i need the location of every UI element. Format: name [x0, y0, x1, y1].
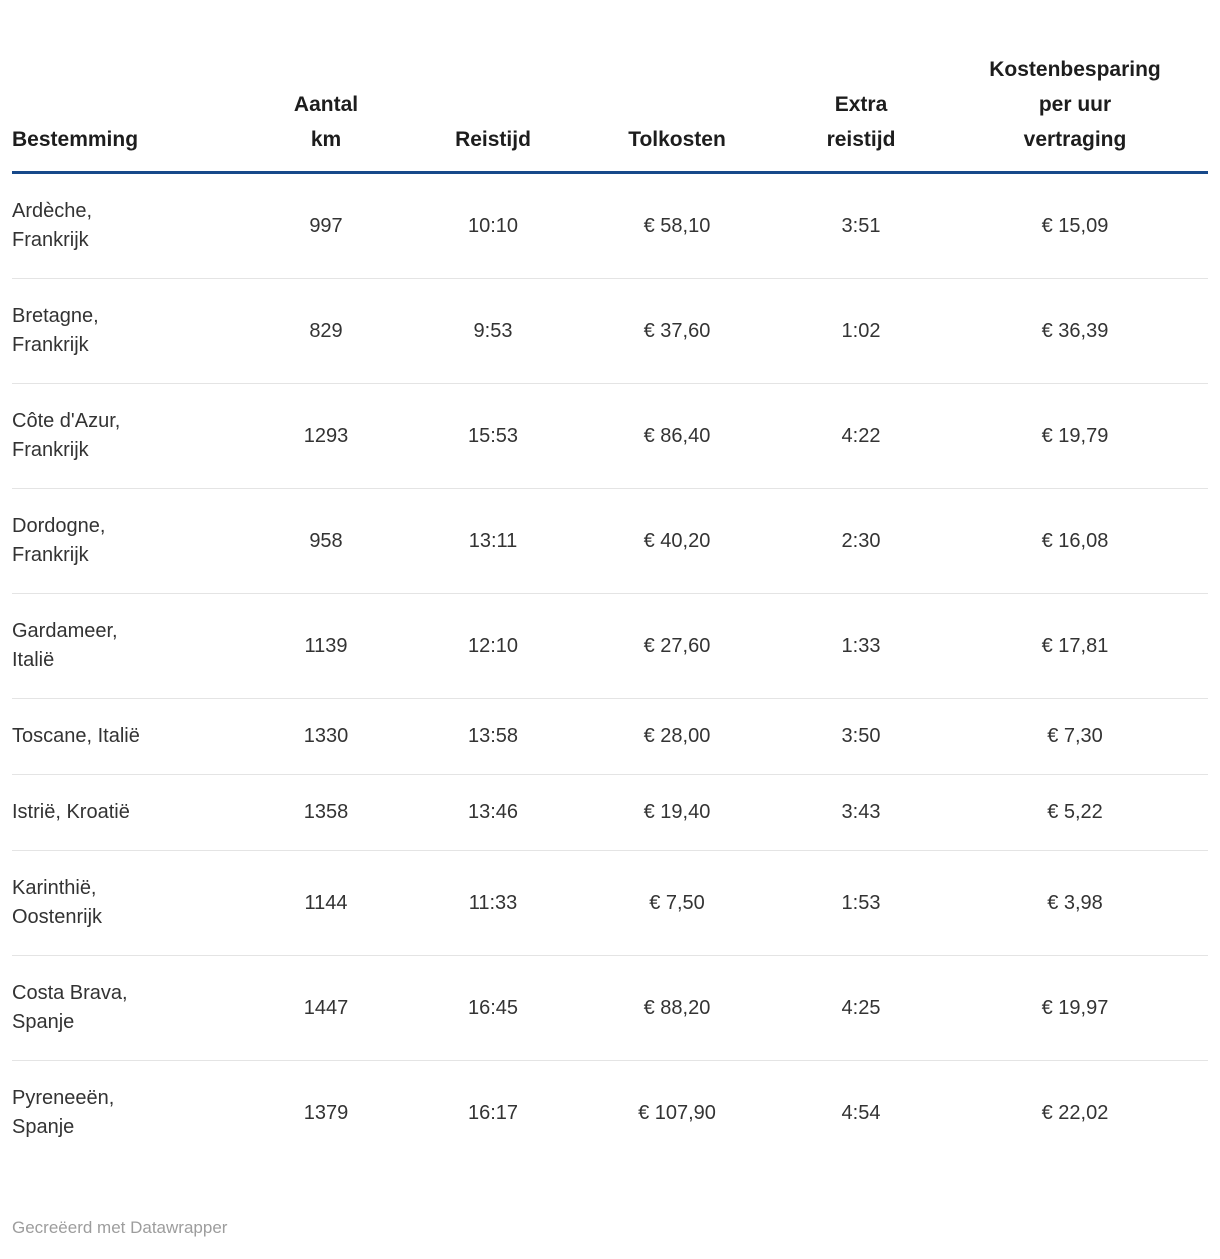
cell-reistijd: 9:53 — [412, 278, 574, 384]
cell-tolkosten: € 86,40 — [574, 383, 780, 489]
datawrapper-credit: Gecreëerd met Datawrapper — [12, 1218, 228, 1237]
cell-aantal_km: 1139 — [240, 593, 412, 699]
trip-cost-table: Bestemming Aantal km Reistijd Tolkosten Extr… — [12, 52, 1208, 1165]
cell-extra_reistijd: 3:50 — [780, 698, 942, 775]
cell-reistijd: 16:17 — [412, 1060, 574, 1165]
cell-aantal_km: 1330 — [240, 698, 412, 775]
trip-cost-table-container: Bestemming Aantal km Reistijd Tolkosten Extr… — [12, 52, 1208, 1165]
cell-extra_reistijd: 3:51 — [841, 214, 881, 237]
cell-tolkosten: € 28,00 — [574, 698, 780, 775]
table-header: Bestemming Aantal km Reistijd Tolkosten Extr… — [12, 52, 1208, 174]
column-header-extra_reistijd: Extra reistijd — [780, 52, 942, 174]
table-row: Karinthië, Oostenrijk 1144 11:33 € 7,50 1:53… — [12, 850, 1208, 956]
cell-extra_reistijd: 4:54 — [780, 1060, 942, 1165]
cell-aantal_km: 997 — [309, 214, 343, 237]
cell-kostenbesparing: € 19,79 — [942, 383, 1208, 489]
cell-kostenbesparing: € 19,97 — [942, 955, 1208, 1061]
cell-extra_reistijd: 3:43 — [780, 774, 942, 851]
cell-tolkosten: € 37,60 — [574, 278, 780, 384]
cell-aantal_km: 958 — [240, 488, 412, 594]
cell-kostenbesparing: € 36,39 — [942, 278, 1208, 384]
cell-bestemming: Toscane, Italië — [12, 698, 240, 775]
cell-kostenbesparing: € 3,98 — [942, 850, 1208, 956]
table-row: Ardèche, Frankrijk 997 10:10 € 58,10 3:51 € 1… — [12, 173, 1208, 279]
cell-kostenbesparing: € 22,02 — [942, 1060, 1208, 1165]
cell-bestemming: Istrië, Kroatië — [12, 774, 240, 851]
column-header-kostenbesparing: Kostenbesparing per uur vertraging — [942, 52, 1208, 174]
cell-extra_reistijd: 2:30 — [780, 488, 942, 594]
table-row: Costa Brava, Spanje 1447 16:45 € 88,20 4:25 €… — [12, 955, 1208, 1061]
column-header-tolkosten: Tolkosten — [574, 52, 780, 174]
cell-extra_reistijd: 4:22 — [780, 383, 942, 489]
cell-kostenbesparing: € 17,81 — [942, 593, 1208, 699]
column-header-aantal_km: Aantal km — [240, 52, 412, 174]
cell-tolkosten: € 88,20 — [574, 955, 780, 1061]
table-row: Bretagne, Frankrijk 829 9:53 € 37,60 1:02 € 3… — [12, 278, 1208, 384]
cell-reistijd: 13:58 — [412, 698, 574, 775]
cell-kostenbesparing: € 15,09 — [1041, 214, 1109, 237]
cell-tolkosten: € 19,40 — [574, 774, 780, 851]
cell-extra_reistijd: 1:33 — [780, 593, 942, 699]
cell-tolkosten: € 7,50 — [574, 850, 780, 956]
table-row: Toscane, Italië 1330 13:58 € 28,00 3:50 € 7,3… — [12, 698, 1208, 775]
table-row: Côte d'Azur, Frankrijk 1293 15:53 € 86,40 4:… — [12, 383, 1208, 489]
footer: Gecreëerd met Datawrapper — [0, 1165, 1220, 1259]
table-row: Istrië, Kroatië 1358 13:46 € 19,40 3:43 € 5,2… — [12, 774, 1208, 851]
cell-tolkosten: € 107,90 — [574, 1060, 780, 1165]
cell-kostenbesparing: € 5,22 — [942, 774, 1208, 851]
cell-bestemming: Côte d'Azur, Frankrijk — [12, 383, 240, 489]
table-row: Dordogne, Frankrijk 958 13:11 € 40,20 2:30 € … — [12, 488, 1208, 594]
cell-tolkosten: € 58,10 — [643, 214, 711, 237]
cell-kostenbesparing: € 7,30 — [942, 698, 1208, 775]
table-row: Pyreneeën, Spanje 1379 16:17 € 107,90 4:54 € … — [12, 1060, 1208, 1165]
cell-aantal_km: 1447 — [240, 955, 412, 1061]
cell-reistijd: 13:11 — [412, 488, 574, 594]
cell-aantal_km: 829 — [240, 278, 412, 384]
cell-bestemming: Ardèche, Frankrijk — [12, 200, 93, 251]
cell-reistijd: 12:10 — [412, 593, 574, 699]
cell-reistijd: 16:45 — [412, 955, 574, 1061]
cell-bestemming: Gardameer, Italië — [12, 593, 240, 699]
cell-reistijd: 13:46 — [412, 774, 574, 851]
cell-extra_reistijd: 4:25 — [780, 955, 942, 1061]
cell-aantal_km: 1144 — [240, 850, 412, 956]
cell-reistijd: 11:33 — [412, 850, 574, 956]
cell-aantal_km: 1293 — [240, 383, 412, 489]
cell-extra_reistijd: 1:53 — [780, 850, 942, 956]
cell-reistijd: 10:10 — [467, 214, 519, 237]
cell-bestemming: Costa Brava, Spanje — [12, 955, 240, 1061]
cell-aantal_km: 1358 — [240, 774, 412, 851]
cell-aantal_km: 1379 — [240, 1060, 412, 1165]
cell-bestemming: Karinthië, Oostenrijk — [12, 850, 240, 956]
cell-extra_reistijd: 1:02 — [780, 278, 942, 384]
cell-tolkosten: € 27,60 — [574, 593, 780, 699]
table-row: Gardameer, Italië 1139 12:10 € 27,60 1:33 € 1… — [12, 593, 1208, 699]
cell-bestemming: Pyreneeën, Spanje — [12, 1060, 240, 1165]
cell-bestemming: Bretagne, Frankrijk — [12, 278, 240, 384]
cell-bestemming: Dordogne, Frankrijk — [12, 488, 240, 594]
column-header-bestemming: Bestemming — [12, 52, 240, 174]
table-body: Ardèche, Frankrijk 997 10:10 € 58,10 3:51 € 1… — [12, 173, 1208, 1165]
cell-reistijd: 15:53 — [412, 383, 574, 489]
cell-tolkosten: € 40,20 — [574, 488, 780, 594]
table-header-row: Bestemming Aantal km Reistijd Tolkosten Extr… — [12, 52, 1208, 174]
column-header-reistijd: Reistijd — [412, 52, 574, 174]
cell-kostenbesparing: € 16,08 — [942, 488, 1208, 594]
